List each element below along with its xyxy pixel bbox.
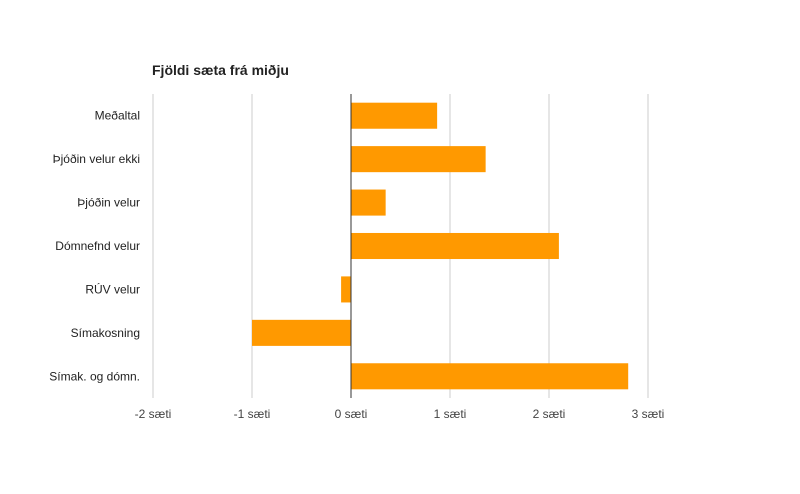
bar [351, 102, 438, 129]
category-label: Dómnefnd velur [55, 239, 140, 253]
x-tick-label: 0 sæti [335, 407, 368, 421]
x-tick-label: 2 sæti [533, 407, 566, 421]
bar [351, 363, 629, 390]
x-tick-label: 1 sæti [434, 407, 467, 421]
category-label: Þjóðin velur ekki [53, 152, 140, 166]
category-label: Þjóðin velur [77, 196, 140, 210]
category-label: Meðaltal [95, 109, 140, 123]
category-label: Símak. og dómn. [49, 369, 140, 383]
category-label: RÚV velur [85, 281, 140, 296]
bar [351, 189, 386, 216]
category-label: Símakosning [71, 326, 140, 340]
bar [341, 276, 351, 303]
x-tick-label: -2 sæti [135, 407, 172, 421]
x-tick-label: 3 sæti [632, 407, 665, 421]
bar [351, 146, 486, 173]
bar [351, 232, 559, 260]
bar [252, 319, 351, 346]
x-tick-label: -1 sæti [234, 407, 271, 421]
chart-title: Fjöldi sæta frá miðju [152, 62, 289, 78]
